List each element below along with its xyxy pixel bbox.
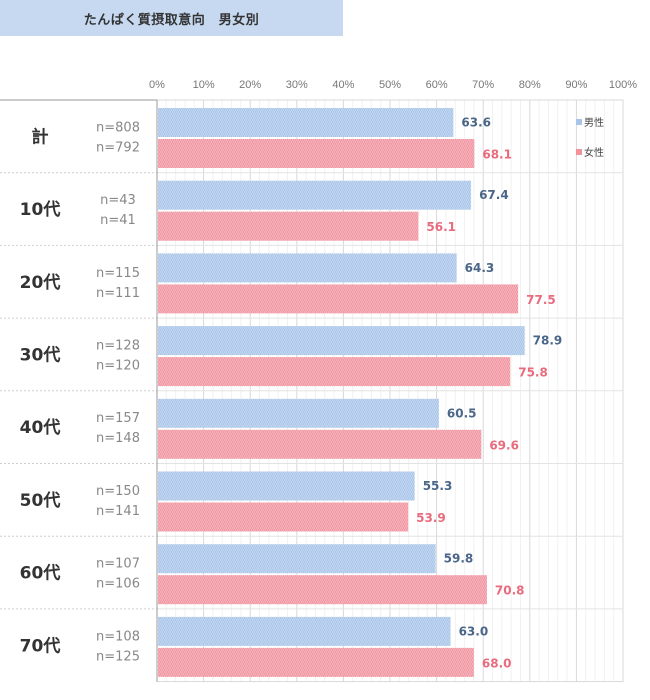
chart-title: たんぱく質摂取意向 男女別	[83, 12, 260, 28]
category-label: 計	[32, 126, 49, 147]
sample-size-female: n=148	[96, 431, 140, 446]
bar-female	[158, 647, 474, 677]
category-label: 30代	[20, 344, 61, 365]
legend-swatch-female	[576, 149, 582, 155]
bar-female	[158, 211, 419, 241]
bar-male	[158, 253, 457, 283]
sample-size-male: n=115	[96, 266, 140, 281]
sample-size-male: n=150	[96, 484, 140, 499]
value-label-female: 77.5	[526, 293, 556, 307]
bar-female	[158, 139, 475, 168]
value-label-female: 56.1	[426, 220, 456, 234]
sample-size-female: n=792	[96, 140, 140, 155]
category-label: 10代	[20, 199, 61, 220]
value-label-male: 59.8	[444, 552, 474, 566]
value-label-female: 68.1	[482, 148, 512, 162]
value-label-male: 64.3	[465, 261, 495, 275]
sample-size-male: n=128	[96, 338, 140, 353]
value-label-female: 69.6	[489, 438, 519, 452]
sample-size-female: n=106	[96, 577, 140, 592]
bar-male	[158, 544, 436, 574]
sample-size-female: n=141	[96, 504, 140, 519]
x-tick-label: 70%	[472, 79, 494, 91]
x-tick-label: 20%	[239, 79, 261, 91]
category-label: 70代	[20, 635, 61, 656]
x-tick-label: 0%	[149, 79, 165, 91]
value-label-male: 67.4	[479, 188, 509, 202]
bar-male	[158, 471, 415, 501]
sample-size-male: n=43	[100, 193, 136, 208]
legend-label-female: 女性	[584, 146, 604, 159]
bar-female	[158, 284, 519, 314]
x-tick-label: 80%	[519, 79, 541, 91]
bar-male	[158, 616, 451, 646]
chart-title-box: たんぱく質摂取意向 男女別	[0, 0, 343, 36]
x-tick-label: 60%	[426, 79, 448, 91]
sample-size-male: n=107	[96, 557, 140, 572]
sample-size-male: n=808	[96, 120, 140, 135]
bar-male	[158, 108, 454, 137]
value-label-female: 68.0	[482, 656, 512, 670]
x-tick-label: 30%	[286, 79, 308, 91]
bar-male	[158, 398, 439, 428]
bar-male	[158, 326, 525, 356]
x-tick-label: 40%	[332, 79, 354, 91]
category-label: 50代	[20, 490, 61, 511]
bar-male	[158, 180, 472, 210]
sample-size-male: n=157	[96, 411, 140, 426]
value-label-female: 53.9	[416, 511, 446, 525]
x-tick-label: 10%	[193, 79, 215, 91]
value-label-male: 63.0	[459, 624, 489, 638]
value-label-male: 63.6	[461, 116, 491, 130]
x-tick-label: 50%	[379, 79, 401, 91]
sample-size-female: n=125	[96, 649, 140, 664]
legend-swatch-male	[576, 119, 582, 125]
sample-size-male: n=108	[96, 629, 140, 644]
category-label: 20代	[20, 272, 61, 293]
value-label-male: 60.5	[447, 406, 477, 420]
x-tick-label: 100%	[609, 79, 637, 91]
value-label-female: 70.8	[495, 584, 525, 598]
bar-female	[158, 429, 482, 459]
category-label: 60代	[20, 563, 61, 584]
bar-female	[158, 502, 409, 532]
category-label: 40代	[20, 417, 61, 438]
sample-size-female: n=120	[96, 358, 140, 373]
value-label-male: 78.9	[533, 334, 563, 348]
x-tick-label: 90%	[565, 79, 587, 91]
bar-female	[158, 357, 511, 387]
sample-size-female: n=41	[100, 213, 136, 228]
value-label-female: 75.8	[518, 366, 548, 380]
bar-female	[158, 575, 487, 605]
value-label-male: 55.3	[423, 479, 453, 493]
legend-label-male: 男性	[584, 116, 604, 129]
sample-size-female: n=111	[96, 286, 140, 301]
